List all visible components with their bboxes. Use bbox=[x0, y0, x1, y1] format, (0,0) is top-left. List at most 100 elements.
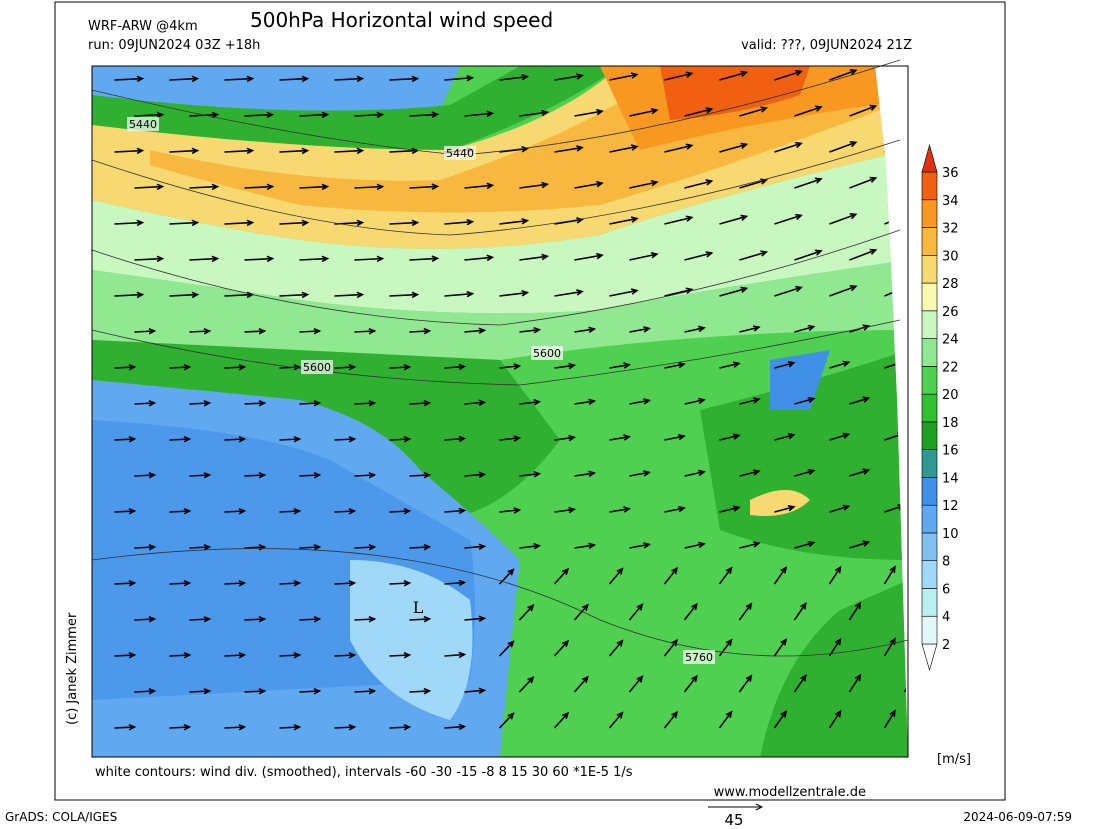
wind-arrow-head bbox=[458, 435, 467, 443]
wind-arrow bbox=[609, 507, 630, 513]
wind-arrow-head bbox=[183, 435, 192, 443]
wind-arrow-head bbox=[576, 289, 584, 296]
wind-arrow-head bbox=[697, 469, 706, 477]
wind-arrow bbox=[553, 712, 569, 729]
wind-arrow-head bbox=[246, 75, 255, 83]
wind-arrow-head bbox=[533, 470, 542, 478]
wind-arrow bbox=[444, 581, 465, 585]
colorbar-label: 18 bbox=[942, 416, 959, 431]
colorbar-label: 8 bbox=[942, 555, 950, 570]
wind-arrow-head bbox=[834, 709, 842, 718]
wind-arrow-head bbox=[458, 363, 467, 371]
wind-arrow bbox=[464, 184, 493, 189]
wind-arrow-head bbox=[411, 75, 420, 83]
wind-arrow bbox=[299, 690, 320, 693]
wind-arrow bbox=[573, 676, 589, 693]
wind-arrow-head bbox=[266, 255, 275, 263]
wind-arrow-head bbox=[258, 471, 267, 479]
wind-arrow-head bbox=[643, 398, 651, 405]
wind-arrow bbox=[354, 690, 375, 693]
wind-arrow bbox=[134, 257, 163, 261]
wind-arrow-head bbox=[787, 360, 796, 368]
wind-arrow-head bbox=[568, 434, 577, 442]
wind-arrow-head bbox=[807, 468, 816, 476]
wind-arrow bbox=[629, 543, 650, 549]
wind-arrow-head bbox=[148, 399, 157, 407]
wind-arrow bbox=[554, 508, 575, 513]
wind-arrow bbox=[409, 474, 430, 477]
label-box bbox=[531, 346, 563, 360]
wind-arrow-head bbox=[211, 255, 220, 263]
wind-arrow bbox=[389, 366, 410, 369]
wind-arrow-head bbox=[128, 363, 137, 371]
wind-arrow bbox=[883, 566, 896, 585]
wind-arrow bbox=[334, 438, 355, 441]
wind-arrow bbox=[718, 567, 733, 585]
wind-arrow bbox=[574, 544, 595, 549]
wind-arrow-head bbox=[643, 326, 651, 333]
timestamp: 2024-06-09-07:59 bbox=[963, 810, 1072, 824]
wind-arrow bbox=[389, 149, 418, 153]
wind-arrow bbox=[719, 434, 740, 441]
wind-arrow bbox=[354, 185, 383, 189]
wind-arrow bbox=[409, 185, 438, 189]
wind-arrow-head bbox=[691, 674, 698, 683]
wind-arrow bbox=[739, 107, 767, 117]
wind-arrow bbox=[739, 179, 767, 189]
wind-arrow-head bbox=[697, 397, 706, 405]
colorbar-label: 4 bbox=[942, 610, 950, 625]
wind-arrow bbox=[114, 582, 135, 585]
contour-label: 5600 bbox=[533, 347, 561, 360]
wind-arrow bbox=[189, 474, 210, 477]
wind-arrow bbox=[664, 72, 692, 81]
wind-arrow-head bbox=[596, 180, 604, 188]
wind-arrow-head bbox=[191, 75, 200, 83]
wind-arrow-head bbox=[527, 676, 535, 684]
wind-arrow-head bbox=[807, 540, 816, 548]
wind-arrow-head bbox=[513, 507, 522, 514]
wind-arrow bbox=[664, 216, 692, 225]
wind-arrow-head bbox=[128, 507, 137, 515]
low-marker: L bbox=[413, 598, 424, 617]
wind-arrow bbox=[684, 471, 705, 477]
wind-arrow-head bbox=[725, 638, 733, 647]
wind-arrow-head bbox=[752, 541, 761, 548]
wind-arrow-head bbox=[745, 674, 753, 682]
wind-arrow bbox=[774, 142, 802, 153]
wind-arrow-head bbox=[889, 565, 896, 573]
wind-arrow-head bbox=[697, 325, 706, 333]
wind-arrow-head bbox=[869, 176, 878, 183]
wind-arrow bbox=[574, 254, 603, 261]
wind-arrow bbox=[334, 77, 363, 81]
wind-arrow bbox=[499, 147, 528, 153]
wind-arrow bbox=[114, 438, 135, 441]
wind-arrow-head bbox=[616, 639, 624, 647]
wind-arrow bbox=[279, 582, 300, 585]
wind-arrow-head bbox=[431, 255, 440, 262]
unit-label: [m/s] bbox=[937, 752, 971, 767]
contour-label: 5760 bbox=[685, 651, 713, 664]
wind-arrow-head bbox=[760, 250, 769, 257]
wind-arrow-head bbox=[368, 327, 377, 335]
wind-arrow-head bbox=[897, 432, 906, 439]
wind-arrow-head bbox=[301, 219, 310, 227]
colorbar-box bbox=[921, 588, 938, 617]
wind-arrow-head bbox=[423, 399, 432, 407]
colorbar-box bbox=[921, 615, 938, 645]
wind-arrow-head bbox=[478, 543, 487, 550]
wind-arrow bbox=[189, 690, 210, 693]
wind-arrow bbox=[553, 640, 569, 657]
wind-arrow bbox=[409, 690, 430, 693]
wind-arrow bbox=[773, 567, 787, 585]
wind-arrow bbox=[299, 402, 320, 405]
wind-arrow-head bbox=[685, 143, 694, 150]
wind-arrow bbox=[169, 510, 190, 513]
wind-arrow-head bbox=[348, 723, 357, 731]
wind-arrow-head bbox=[238, 363, 247, 371]
wind-arrow-head bbox=[183, 579, 192, 587]
wind-arrow-head bbox=[780, 566, 787, 574]
wind-arrow-head bbox=[814, 249, 823, 256]
wind-arrow-head bbox=[588, 470, 597, 478]
wind-arrow-head bbox=[321, 111, 330, 119]
